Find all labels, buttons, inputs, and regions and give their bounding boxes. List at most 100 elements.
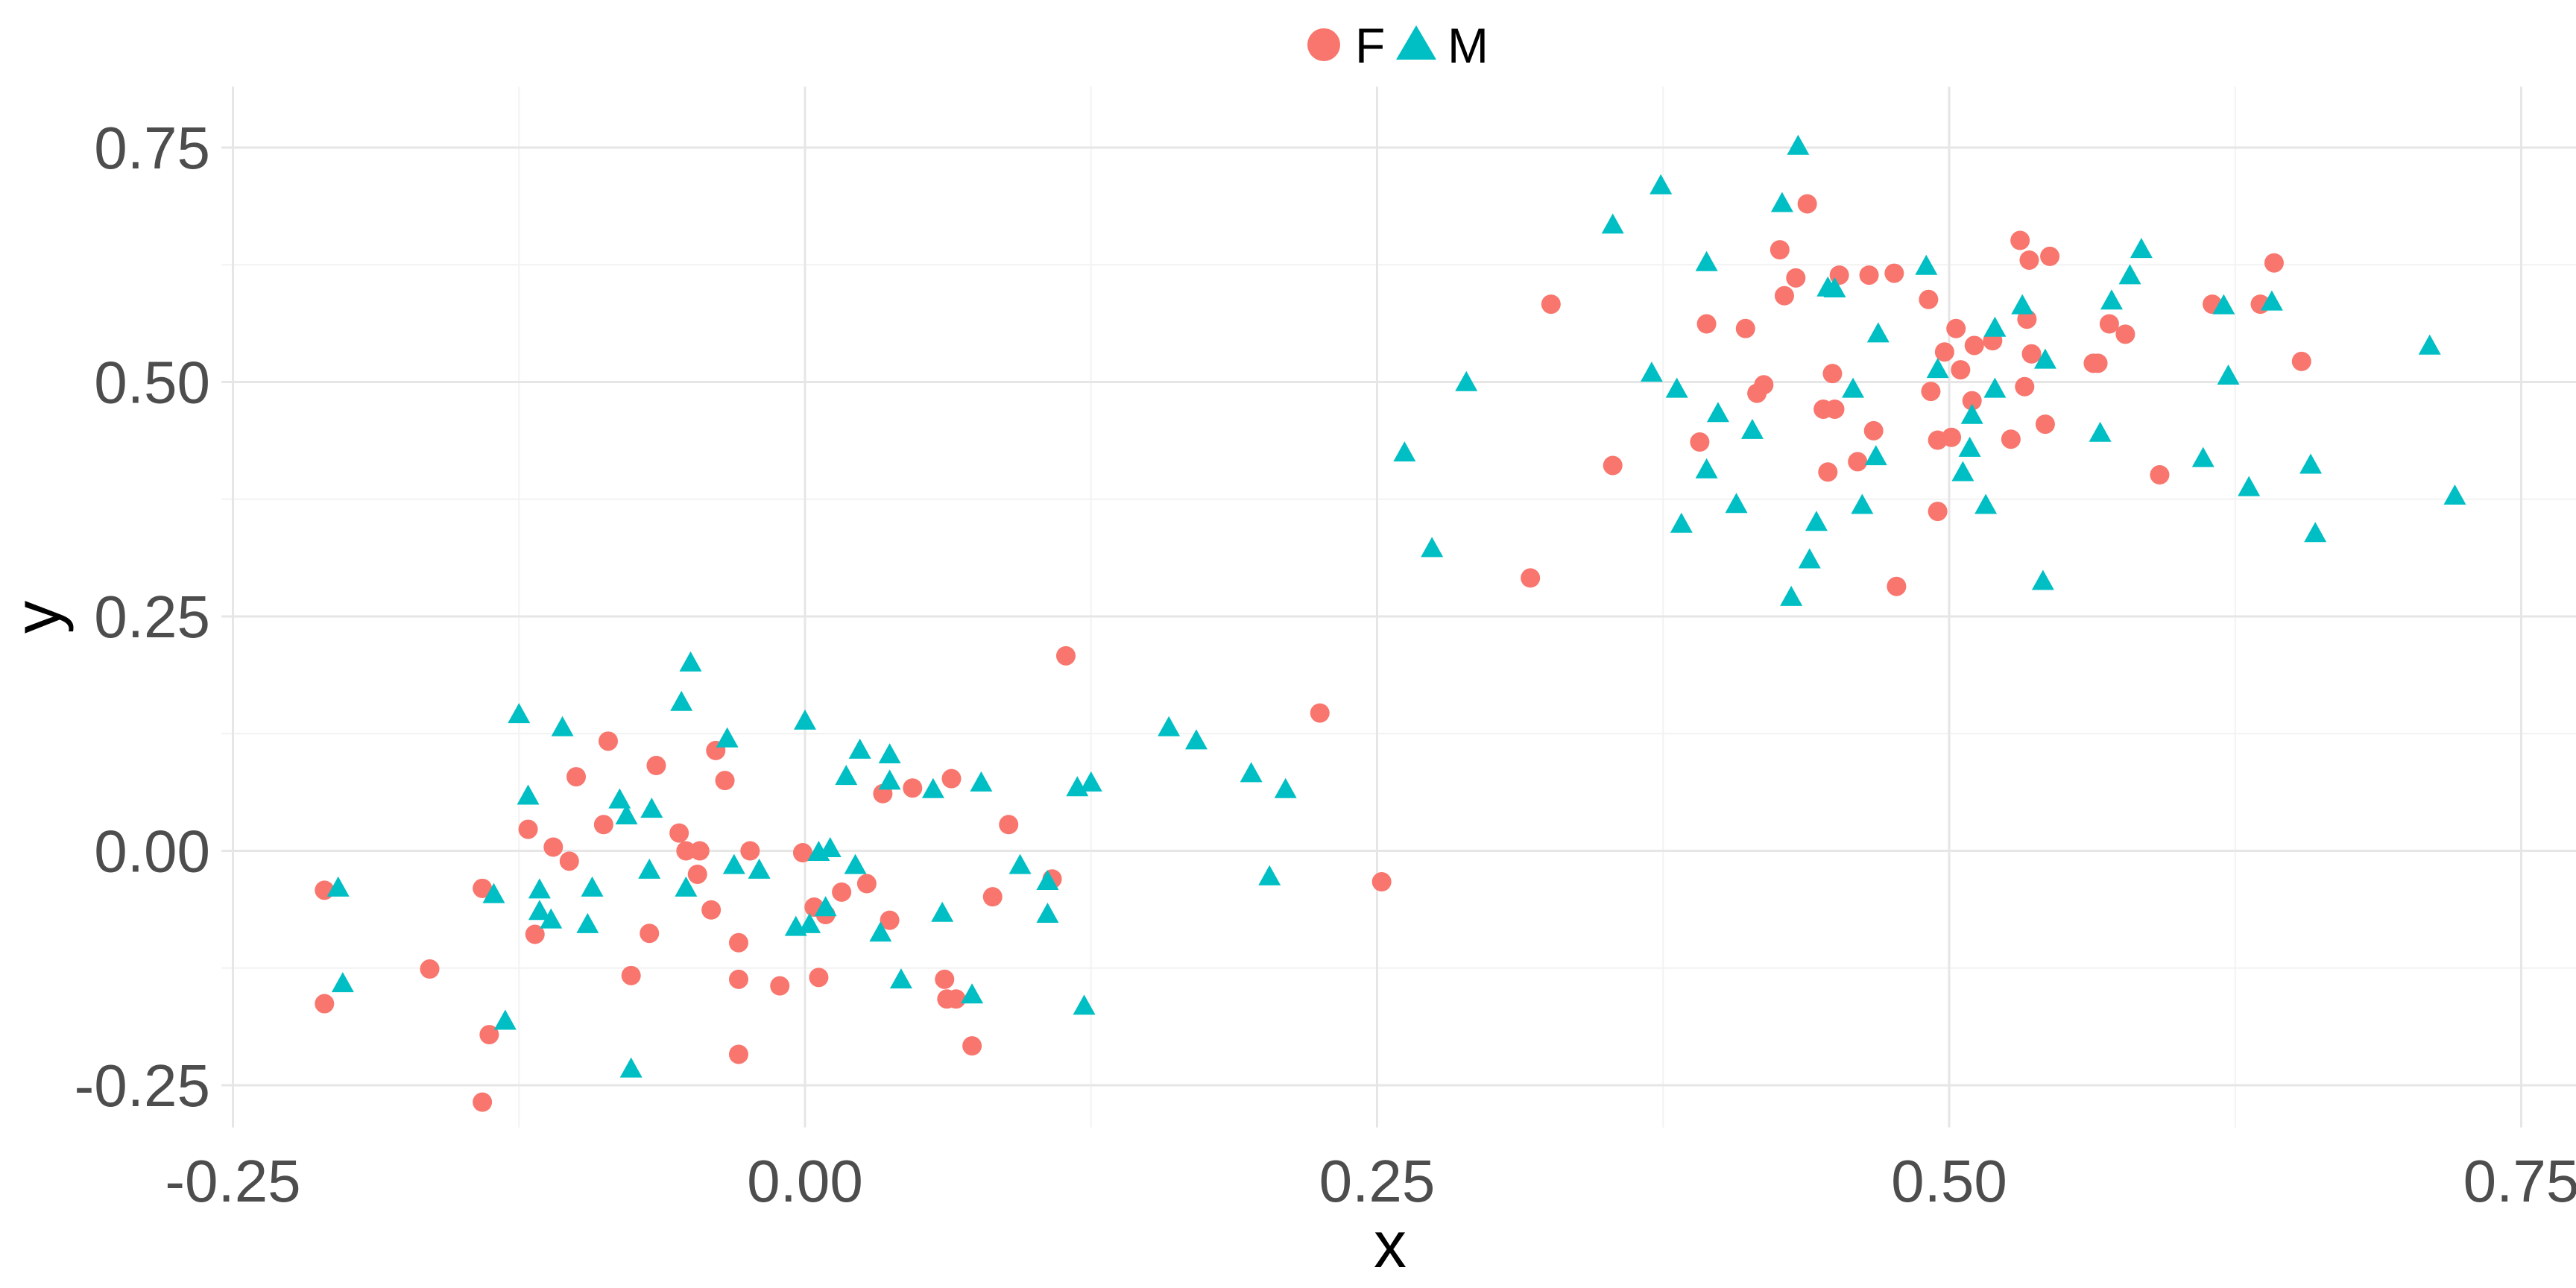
point-m — [551, 716, 574, 736]
point-m — [679, 651, 702, 672]
point-m — [2217, 364, 2240, 385]
point-f — [935, 969, 955, 989]
point-m — [1805, 511, 1828, 531]
point-f — [676, 841, 696, 861]
point-f — [2040, 246, 2060, 266]
point-f — [2088, 353, 2108, 373]
point-f — [473, 1092, 493, 1112]
point-f — [728, 932, 748, 953]
point-f — [1928, 502, 1948, 522]
point-m — [528, 878, 551, 899]
point-m — [1926, 358, 1949, 379]
x-tick-label: 0.25 — [1319, 1148, 1436, 1214]
point-m — [1915, 254, 1938, 275]
point-m — [1008, 853, 1032, 874]
point-f — [2264, 253, 2284, 273]
x-tick-label: 0.00 — [747, 1148, 863, 1214]
point-m — [748, 858, 771, 879]
point-m — [2100, 289, 2123, 310]
point-m — [528, 900, 551, 921]
point-m — [1866, 322, 1890, 343]
point-m — [889, 968, 912, 989]
x-axis-label: x — [1374, 1208, 1407, 1281]
point-m — [1725, 493, 1748, 514]
point-m — [2238, 476, 2261, 496]
point-f — [473, 878, 493, 898]
legend-marker-f — [1307, 28, 1340, 61]
point-f — [543, 837, 564, 857]
point-f — [1825, 399, 1845, 419]
point-m — [1706, 402, 1729, 423]
point-f — [832, 882, 852, 902]
legend-label-f: F — [1355, 18, 1385, 73]
point-m — [1960, 403, 1983, 424]
point-f — [1822, 364, 1843, 384]
point-f — [593, 815, 613, 835]
point-m — [326, 876, 350, 897]
point-f — [740, 841, 760, 861]
point-m — [1770, 192, 1793, 212]
point-m — [517, 784, 540, 805]
y-tick-label: 0.75 — [94, 115, 210, 181]
point-f — [1770, 240, 1790, 260]
point-m — [1695, 250, 1718, 271]
point-m — [1073, 994, 1096, 1015]
point-f — [1859, 265, 1879, 285]
point-m — [1780, 585, 1803, 606]
point-m — [2031, 569, 2054, 590]
point-f — [1934, 342, 1954, 362]
point-f — [1786, 268, 1806, 288]
y-tick-labels: -0.25 0.00 0.25 0.50 0.75 — [75, 115, 210, 1119]
y-tick-label: 0.00 — [94, 818, 210, 885]
point-m — [1258, 865, 1281, 886]
point-f — [1962, 391, 1982, 411]
point-f — [1921, 382, 1941, 402]
point-f — [809, 967, 829, 988]
point-f — [962, 1036, 982, 1056]
point-f — [689, 841, 710, 861]
point-m — [1864, 445, 1887, 466]
point-m — [1184, 729, 1208, 750]
point-m — [670, 690, 693, 711]
point-m — [931, 901, 954, 922]
point-m — [2260, 290, 2283, 311]
point-m — [1787, 134, 1810, 155]
legend: F M — [1307, 18, 1489, 73]
point-m — [619, 1057, 643, 1078]
point-f — [566, 767, 586, 787]
point-f — [2115, 324, 2135, 344]
point-m — [1842, 377, 1865, 398]
point-m — [970, 771, 993, 792]
point-m — [1240, 762, 1263, 783]
point-m — [1036, 870, 1059, 891]
point-f — [315, 994, 335, 1014]
point-f — [646, 756, 666, 776]
point-m — [1798, 548, 1821, 569]
point-f — [1887, 576, 1907, 596]
point-f — [728, 969, 748, 989]
point-f — [880, 910, 900, 930]
point-m — [2033, 348, 2056, 369]
point-f — [1754, 375, 1774, 395]
point-f — [982, 887, 1003, 907]
point-m — [1079, 771, 1102, 792]
point-m — [818, 836, 842, 857]
point-m — [640, 798, 663, 818]
point-m — [1983, 316, 2007, 337]
point-f — [518, 819, 538, 839]
point-m — [482, 883, 505, 903]
point-f — [770, 976, 790, 996]
legend-label-m: M — [1448, 18, 1489, 73]
point-f — [2010, 230, 2030, 250]
point-m — [1951, 461, 1974, 482]
point-m — [1974, 493, 1998, 514]
point-f — [1964, 335, 1984, 356]
point-f — [1863, 420, 1884, 441]
point-f — [728, 1044, 748, 1064]
point-m — [722, 853, 745, 874]
point-f — [715, 771, 735, 791]
point-f — [2019, 250, 2039, 270]
point-m — [638, 858, 661, 879]
point-m — [794, 709, 816, 730]
